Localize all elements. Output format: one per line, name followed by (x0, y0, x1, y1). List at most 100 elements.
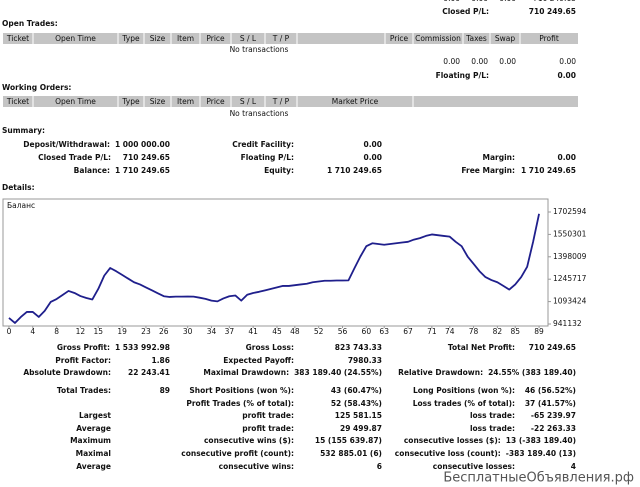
value: 6 (377, 462, 382, 471)
value: 46 (56.52%) (525, 386, 576, 395)
column-header: Market Price (332, 97, 379, 106)
value: 1 000 000.00 (115, 140, 170, 149)
y-tick-label: 1245717 (553, 274, 587, 283)
label: profit trade: (242, 424, 294, 433)
label: Floating P/L: (241, 153, 294, 162)
label: Expected Payoff: (223, 356, 294, 365)
section-title: Open Trades: (2, 19, 58, 28)
x-tick-label: 56 (338, 327, 348, 336)
label: loss trade: (470, 424, 515, 433)
label: Gross Profit: (57, 343, 110, 352)
x-tick-label: 0 (7, 327, 12, 336)
label: loss trade: (470, 411, 515, 420)
value: 22 243.41 (128, 368, 170, 377)
value: 0.00 (557, 71, 576, 80)
label: Margin: (482, 153, 515, 162)
chart-frame (2, 198, 549, 327)
value: 0.00 (557, 153, 576, 162)
value: 710 249.65 (529, 343, 576, 352)
x-tick-label: 89 (534, 327, 544, 336)
label: consecutive wins: (219, 462, 294, 471)
label: Long Positions (won %): (413, 386, 515, 395)
value: 1 710 249.65 (521, 166, 576, 175)
table-header (3, 96, 578, 107)
label: Equity: (264, 166, 294, 175)
value: 43 (60.47%) (331, 386, 382, 395)
cell-value: 0.00 (471, 57, 488, 66)
x-tick-label: 4 (30, 327, 35, 336)
label: Closed P/L: (442, 7, 489, 16)
column-header: S / L (240, 34, 257, 43)
x-tick-label: 82 (493, 327, 503, 336)
label: Profit Trades (% of total): (186, 399, 294, 408)
label: consecutive losses: (433, 462, 515, 471)
label: Absolute Drawdown: (23, 368, 111, 377)
cell-value: 0.00 (559, 57, 576, 66)
label: Floating P/L: (436, 71, 489, 80)
balance-line (8, 213, 540, 324)
label: consecutive losses ($): (404, 436, 501, 445)
y-tick-label: 1093424 (553, 297, 587, 306)
cell-value: 0.00 (443, 57, 460, 66)
column-header: Price (206, 34, 225, 43)
label: Largest (79, 411, 111, 420)
column-header: Price (390, 34, 409, 43)
column-header: Swap (495, 34, 515, 43)
value: 89 (160, 386, 170, 395)
label: Relative Drawdown: (398, 368, 483, 377)
value: 823 743.33 (335, 343, 382, 352)
label: consecutive profit (count): (181, 449, 294, 458)
column-header: Type (121, 97, 140, 106)
column-header: T / P (272, 97, 290, 106)
cell-value: 0.00 (471, 0, 488, 3)
x-tick-label: 8 (54, 327, 59, 336)
value: -22 263.33 (531, 424, 576, 433)
value: 4 (571, 462, 576, 471)
value: 37 (41.57%) (525, 399, 576, 408)
label: Short Positions (won %): (189, 386, 294, 395)
label: consecutive wins ($): (204, 436, 294, 445)
label: Balance: (74, 166, 110, 175)
column-header: Open Time (55, 97, 96, 106)
cell-value: 0.00 (443, 0, 460, 3)
column-header: Ticket (6, 97, 29, 106)
value: 532 885.01 (6) (320, 449, 382, 458)
label: consecutive loss (count): (395, 449, 501, 458)
x-tick-label: 19 (117, 327, 127, 336)
section-title: Summary: (2, 126, 45, 135)
x-tick-label: 26 (159, 327, 169, 336)
column-header: T / P (272, 34, 290, 43)
label: Closed Trade P/L: (38, 153, 111, 162)
value: 710 249.65 (529, 7, 576, 16)
x-tick-label: 45 (272, 327, 282, 336)
y-tick-label: 941132 (553, 319, 582, 328)
legend-label: Баланс (7, 201, 35, 210)
value: 13 (-383 189.40) (506, 436, 576, 445)
label: Maximal Drawdown: (203, 368, 289, 377)
section-title: Details: (2, 183, 35, 192)
y-tick-label: 1550301 (553, 229, 587, 238)
column-header: Item (177, 97, 194, 106)
label: Credit Facility: (232, 140, 294, 149)
column-header: Profit (539, 34, 559, 43)
column-header: Open Time (55, 34, 96, 43)
empty-note: No transactions (230, 109, 289, 118)
x-tick-label: 52 (314, 327, 324, 336)
x-tick-label: 78 (469, 327, 479, 336)
x-tick-label: 34 (207, 327, 217, 336)
cell-value: 710 249.65 (533, 0, 576, 3)
value: 1 710 249.65 (115, 166, 170, 175)
value: 15 (155 639.87) (315, 436, 382, 445)
empty-note: No transactions (230, 45, 289, 54)
value: -65 239.97 (531, 411, 576, 420)
value: -383 189.40 (13) (506, 449, 576, 458)
value: 7980.33 (348, 356, 382, 365)
label: Total Trades: (57, 386, 111, 395)
label: Free Margin: (461, 166, 515, 175)
column-header: Item (177, 34, 194, 43)
label: Total Net Profit: (448, 343, 515, 352)
column-header: Size (150, 97, 166, 106)
value: 125 581.15 (335, 411, 382, 420)
column-header: Type (121, 34, 140, 43)
x-tick-label: 15 (94, 327, 104, 336)
